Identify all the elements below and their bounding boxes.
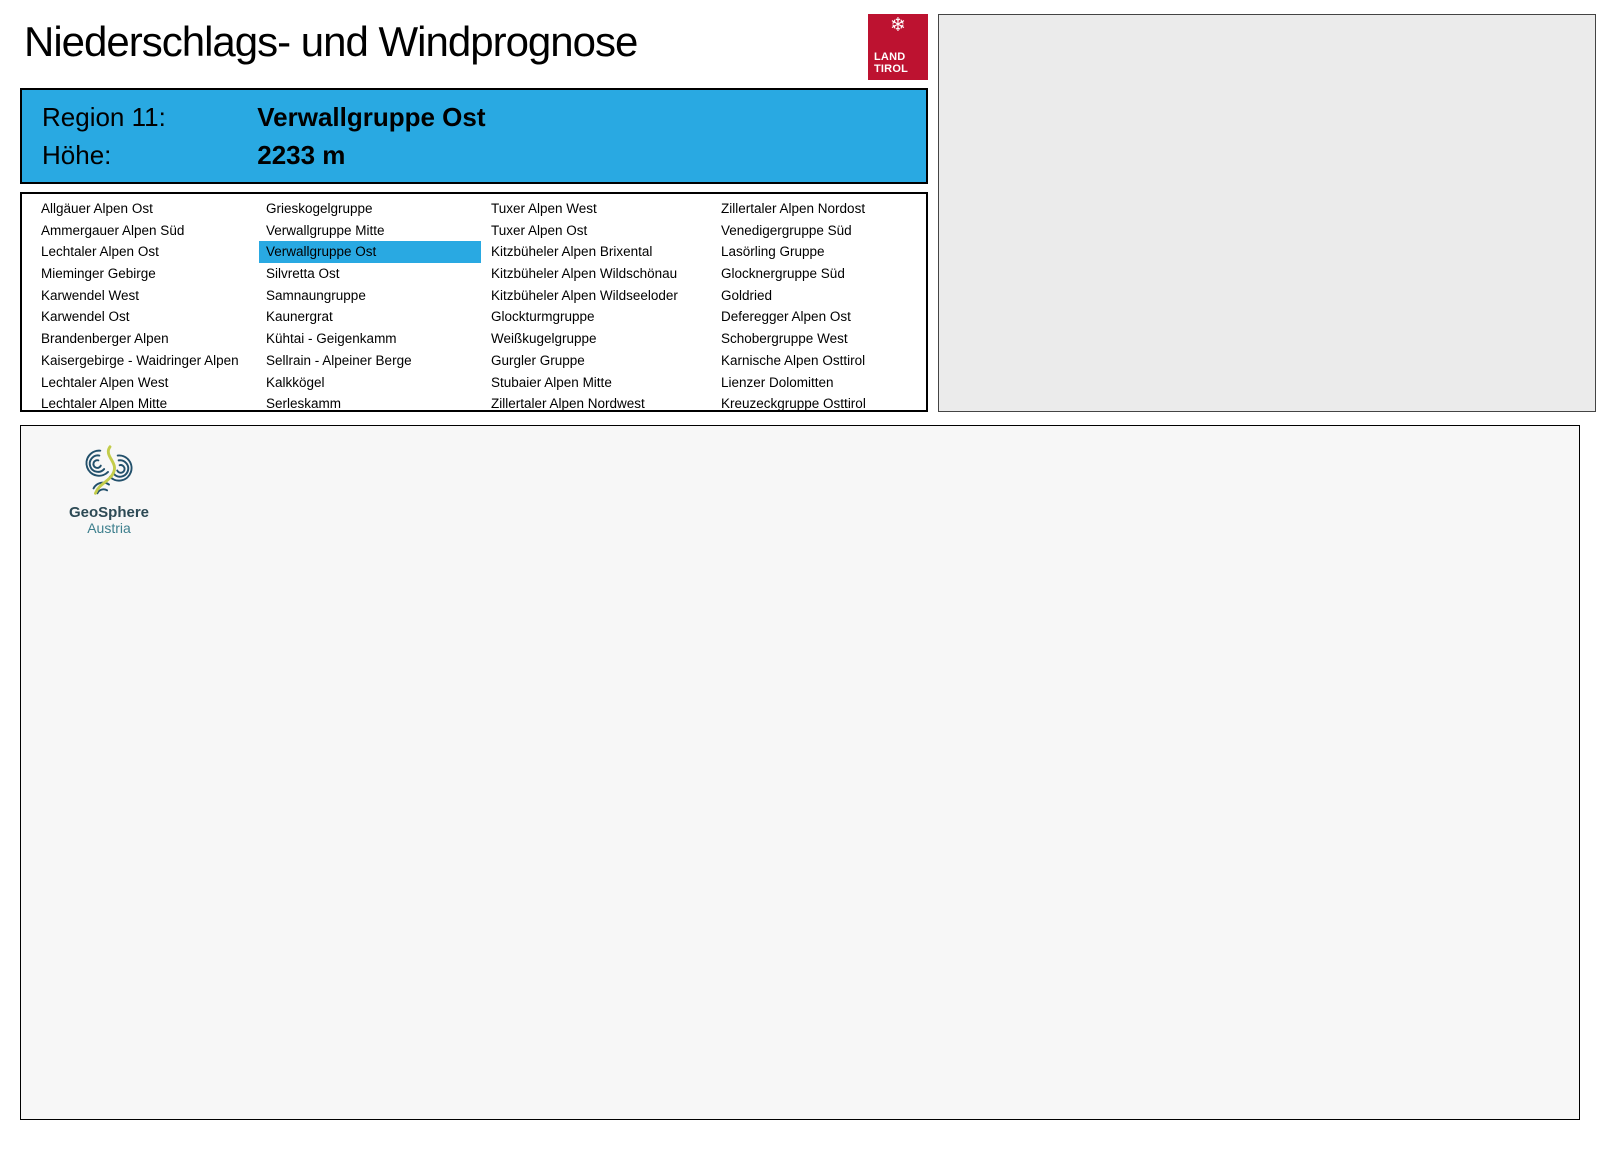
land-tirol-logo-text: LAND TIROL bbox=[874, 51, 908, 75]
altitude-label: Höhe: bbox=[42, 140, 112, 170]
geosphere-name: GeoSphere bbox=[68, 504, 150, 521]
region-list-column: Zillertaler Alpen Nordost Venedigergruppe… bbox=[714, 198, 914, 415]
region-list-item[interactable]: Karwendel Ost bbox=[41, 309, 130, 325]
region-list-item[interactable]: Silvretta Ost bbox=[266, 266, 340, 282]
land-tirol-logo: ❄ LAND TIROL bbox=[868, 14, 928, 80]
region-list-item[interactable]: Kaunergrat bbox=[266, 309, 333, 325]
region-list-item[interactable]: Schobergruppe West bbox=[721, 331, 848, 347]
snowflake-icon: ❄ bbox=[890, 15, 906, 36]
region-list-item[interactable]: Allgäuer Alpen Ost bbox=[41, 201, 153, 216]
region-list-item[interactable]: Kalkkögel bbox=[266, 374, 325, 390]
region-list-item[interactable]: Weißkugelgruppe bbox=[491, 331, 597, 347]
region-label: Region 11: bbox=[42, 102, 166, 132]
geosphere-icon bbox=[85, 445, 133, 495]
region-list-item[interactable]: Kühtai - Geigenkamm bbox=[266, 331, 397, 347]
region-list-item[interactable]: Kitzbüheler Alpen Wildschönau bbox=[491, 266, 678, 282]
region-list-item[interactable]: Serleskamm bbox=[266, 396, 342, 412]
region-list-item-selected[interactable]: Verwallgruppe Ost bbox=[259, 241, 481, 264]
region-info-row: Region 11: Verwallgruppe Ost bbox=[42, 102, 486, 133]
region-list-item[interactable]: Lechtaler Alpen Mitte bbox=[41, 396, 168, 412]
tirol-map-svg bbox=[939, 15, 1593, 409]
altitude-value: 2233 m bbox=[257, 140, 346, 170]
region-list-item[interactable]: Kreuzeckgruppe Osttirol bbox=[721, 396, 866, 412]
region-list-item[interactable]: Verwallgruppe Mitte bbox=[266, 222, 385, 238]
region-value: Verwallgruppe Ost bbox=[257, 102, 486, 132]
region-list-column: Tuxer Alpen West Tuxer Alpen Ost Kitzbühel… bbox=[484, 198, 711, 415]
region-list-item[interactable]: Lienzer Dolomitten bbox=[721, 374, 834, 390]
region-list-item[interactable]: Mieminger Gebirge bbox=[41, 266, 156, 282]
region-list-item[interactable]: Grieskogelgruppe bbox=[266, 201, 373, 216]
region-list-column: Grieskogelgruppe Verwallgruppe Mitte Verwa… bbox=[259, 198, 481, 415]
region-list-item[interactable]: Goldried bbox=[721, 287, 773, 303]
region-list-item[interactable]: Glocknergruppe Süd bbox=[721, 266, 845, 282]
region-list-item[interactable]: Karwendel West bbox=[41, 287, 140, 303]
altitude-info-row: Höhe: 2233 m bbox=[42, 140, 345, 171]
region-list: Allgäuer Alpen Ost Ammergauer Alpen Süd Le… bbox=[20, 192, 928, 412]
region-list-item[interactable]: Lechtaler Alpen Ost bbox=[41, 244, 159, 260]
region-list-item[interactable]: Zillertaler Alpen Nordost bbox=[721, 201, 866, 216]
region-list-item[interactable]: Deferegger Alpen Ost bbox=[721, 309, 851, 325]
forecast-chart-panel: GeoSphere Austria bbox=[20, 425, 1580, 1120]
region-list-item[interactable]: Kaisergebirge - Waidringer Alpen bbox=[41, 352, 239, 368]
page-title: Niederschlags- und Windprognose bbox=[24, 18, 638, 65]
region-list-item[interactable]: Kitzbüheler Alpen Wildseeloder bbox=[491, 287, 678, 303]
region-list-item[interactable]: Sellrain - Alpeiner Berge bbox=[266, 352, 412, 368]
region-list-item[interactable]: Samnaungruppe bbox=[266, 287, 366, 303]
region-list-item[interactable]: Kitzbüheler Alpen Brixental bbox=[491, 244, 653, 260]
region-list-item[interactable]: Tuxer Alpen West bbox=[491, 201, 597, 216]
region-info-box: Region 11: Verwallgruppe Ost Höhe: 2233 … bbox=[20, 88, 928, 184]
tirol-map[interactable] bbox=[938, 14, 1596, 412]
region-list-item[interactable]: Lasörling Gruppe bbox=[721, 244, 825, 260]
region-list-item[interactable]: Glockturmgruppe bbox=[491, 309, 595, 325]
region-list-item[interactable]: Gurgler Gruppe bbox=[491, 352, 585, 368]
geosphere-sub: Austria bbox=[87, 520, 131, 536]
region-list-item[interactable]: Zillertaler Alpen Nordwest bbox=[491, 396, 645, 412]
region-list-item[interactable]: Brandenberger Alpen bbox=[41, 331, 169, 347]
region-list-item[interactable]: Tuxer Alpen Ost bbox=[491, 222, 588, 238]
region-list-item[interactable]: Karnische Alpen Osttirol bbox=[721, 352, 866, 368]
region-list-column: Allgäuer Alpen Ost Ammergauer Alpen Süd Le… bbox=[34, 198, 256, 415]
region-list-item[interactable]: Ammergauer Alpen Süd bbox=[41, 222, 185, 238]
region-list-item[interactable]: Lechtaler Alpen West bbox=[41, 374, 169, 390]
forecast-chart bbox=[21, 426, 1577, 1117]
region-list-item[interactable]: Venedigergruppe Süd bbox=[721, 222, 852, 238]
region-list-item[interactable]: Stubaier Alpen Mitte bbox=[491, 374, 612, 390]
geosphere-logo: GeoSphere Austria bbox=[53, 442, 165, 536]
